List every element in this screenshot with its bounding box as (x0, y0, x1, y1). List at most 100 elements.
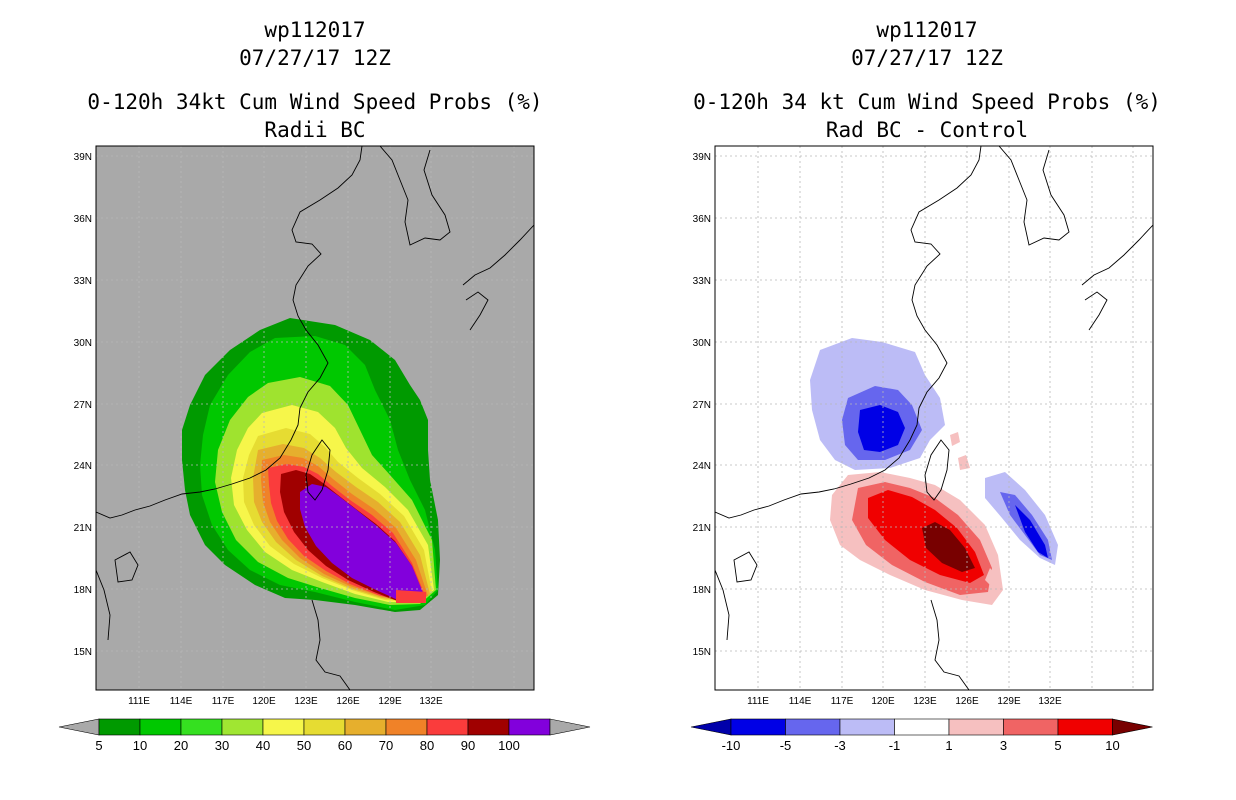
left-lat-tick-21N: 21N (74, 523, 92, 534)
right-colorbar-label-3: -1 (889, 738, 901, 753)
left-lat-tick-39N: 39N (74, 152, 92, 163)
right-coastlines (715, 146, 1153, 690)
right-lat-tick-labels: 39N 36N 33N 30N 27N 24N 21N 18N 15N (693, 152, 711, 658)
right-lon-tick-labels: 111E 114E 117E 120E 123E 126E 129E 132E (747, 696, 1062, 707)
right-lon-tick-111E: 111E (747, 696, 769, 707)
right-colorbar-label-1: -5 (780, 738, 792, 753)
left-colorbar: 5 10 20 30 40 50 60 70 80 90 100 (58, 718, 591, 753)
left-lon-tick-126E: 126E (336, 696, 360, 707)
left-lon-tick-117E: 117E (212, 696, 235, 707)
right-colorbar-under-arrow (690, 718, 732, 736)
right-colorbar-label-2: -3 (834, 738, 846, 753)
right-lat-tick-39N: 39N (693, 152, 711, 163)
right-colorbar-swatch-2 (839, 718, 895, 736)
left-lon-tick-123E: 123E (294, 696, 318, 707)
left-colorbar-swatch-8 (426, 718, 469, 736)
right-coast-hainan (733, 551, 758, 583)
right-lon-tick-132E: 132E (1038, 696, 1062, 707)
left-lat-tick-30N: 30N (74, 338, 92, 349)
left-colorbar-label-3: 30 (215, 738, 229, 753)
right-lat-tick-24N: 24N (693, 461, 711, 472)
right-lat-tick-21N: 21N (693, 523, 711, 534)
right-neg-contour-5 (858, 405, 905, 452)
right-lat-tick-36N: 36N (693, 214, 711, 225)
right-lat-tick-15N: 15N (693, 647, 711, 658)
left-lat-tick-24N: 24N (74, 461, 92, 472)
left-storm-id: wp112017 (264, 18, 366, 42)
left-colorbar-label-7: 70 (379, 738, 393, 753)
right-lon-tick-129E: 129E (997, 696, 1021, 707)
left-lat-tick-18N: 18N (74, 585, 92, 596)
left-colorbar-label-6: 60 (338, 738, 352, 753)
left-gridlines (96, 146, 534, 690)
right-lat-tick-33N: 33N (693, 276, 711, 287)
left-colorbar-swatch-5 (303, 718, 346, 736)
right-lon-tick-120E: 120E (871, 696, 895, 707)
left-lon-tick-129E: 129E (378, 696, 402, 707)
right-colorbar-swatch-3 (894, 718, 950, 736)
right-colorbar-label-4: 1 (945, 738, 952, 753)
left-colorbar-swatch-2 (180, 718, 223, 736)
right-colorbar-swatch-5 (1003, 718, 1059, 736)
left-title: 0-120h 34kt Cum Wind Speed Probs (%) (87, 90, 543, 114)
right-colorbar-label-7: 10 (1105, 738, 1119, 753)
left-colorbar-label-8: 80 (420, 738, 434, 753)
right-coast-china (715, 146, 982, 519)
right-colorbar-label-0: -10 (722, 738, 741, 753)
right-colorbar-swatch-4 (948, 718, 1004, 736)
left-colorbar-swatch-6 (344, 718, 387, 736)
left-lon-tick-120E: 120E (252, 696, 276, 707)
right-colorbar-swatch-6 (1057, 718, 1113, 736)
right-colorbar-over-arrow (1112, 718, 1153, 736)
left-lon-tick-labels: 111E 114E 117E 120E 123E 126E 129E 132E (128, 696, 443, 707)
left-map-frame (95, 145, 535, 691)
right-title: 0-120h 34 kt Cum Wind Speed Probs (%) (693, 90, 1161, 114)
right-gridlines (715, 146, 1153, 690)
left-colorbar-swatch-9 (467, 718, 510, 736)
right-pos-contour-10 (922, 522, 975, 572)
left-colorbar-label-4: 40 (256, 738, 270, 753)
left-colorbar-swatch-3 (221, 718, 264, 736)
left-colorbar-label-1: 10 (133, 738, 147, 753)
right-neg-east-5 (1015, 505, 1048, 558)
left-colorbar-swatch-4 (262, 718, 305, 736)
right-lon-tick-114E: 114E (789, 696, 812, 707)
right-lon-tick-123E: 123E (913, 696, 937, 707)
right-colorbar: -10 -5 -3 -1 1 3 5 10 (690, 718, 1153, 753)
left-datetime: 07/27/17 12Z (239, 46, 391, 70)
right-map-frame (714, 145, 1154, 691)
left-coast-japan (462, 224, 534, 331)
left-coast-china (96, 146, 363, 519)
left-coast-vietnam (96, 569, 111, 641)
left-colorbar-under-arrow (58, 718, 100, 736)
left-colorbar-label-5: 50 (297, 738, 311, 753)
right-lat-tick-18N: 18N (693, 585, 711, 596)
right-storm-id: wp112017 (876, 18, 978, 42)
left-subtitle: Radii BC (264, 118, 366, 142)
right-lat-tick-27N: 27N (693, 400, 711, 411)
left-colorbar-swatch-7 (385, 718, 428, 736)
left-coast-taiwan (305, 439, 331, 501)
right-coast-luzon (930, 599, 970, 690)
right-coast-taiwan (924, 439, 950, 501)
left-colorbar-label-0: 5 (95, 738, 102, 753)
left-lon-tick-114E: 114E (170, 696, 193, 707)
right-colorbar-swatch-1 (785, 718, 841, 736)
right-difference-contours (810, 338, 1058, 605)
left-lat-tick-15N: 15N (74, 647, 92, 658)
left-colorbar-label-10: 100 (498, 738, 520, 753)
right-datetime: 07/27/17 12Z (851, 46, 1003, 70)
right-colorbar-swatch-0 (730, 718, 786, 736)
left-coast-korea (379, 146, 451, 246)
right-lat-tick-30N: 30N (693, 338, 711, 349)
right-lon-tick-117E: 117E (831, 696, 854, 707)
right-lon-tick-126E: 126E (955, 696, 979, 707)
right-colorbar-label-5: 3 (1000, 738, 1007, 753)
left-colorbar-swatch-1 (139, 718, 182, 736)
left-contour-90 (300, 484, 426, 601)
right-coast-korea (998, 146, 1070, 246)
left-colorbar-label-9: 90 (461, 738, 475, 753)
right-coast-japan (1081, 224, 1153, 331)
left-lat-tick-labels: 39N 36N 33N 30N 27N 24N 21N 18N 15N (74, 152, 92, 658)
